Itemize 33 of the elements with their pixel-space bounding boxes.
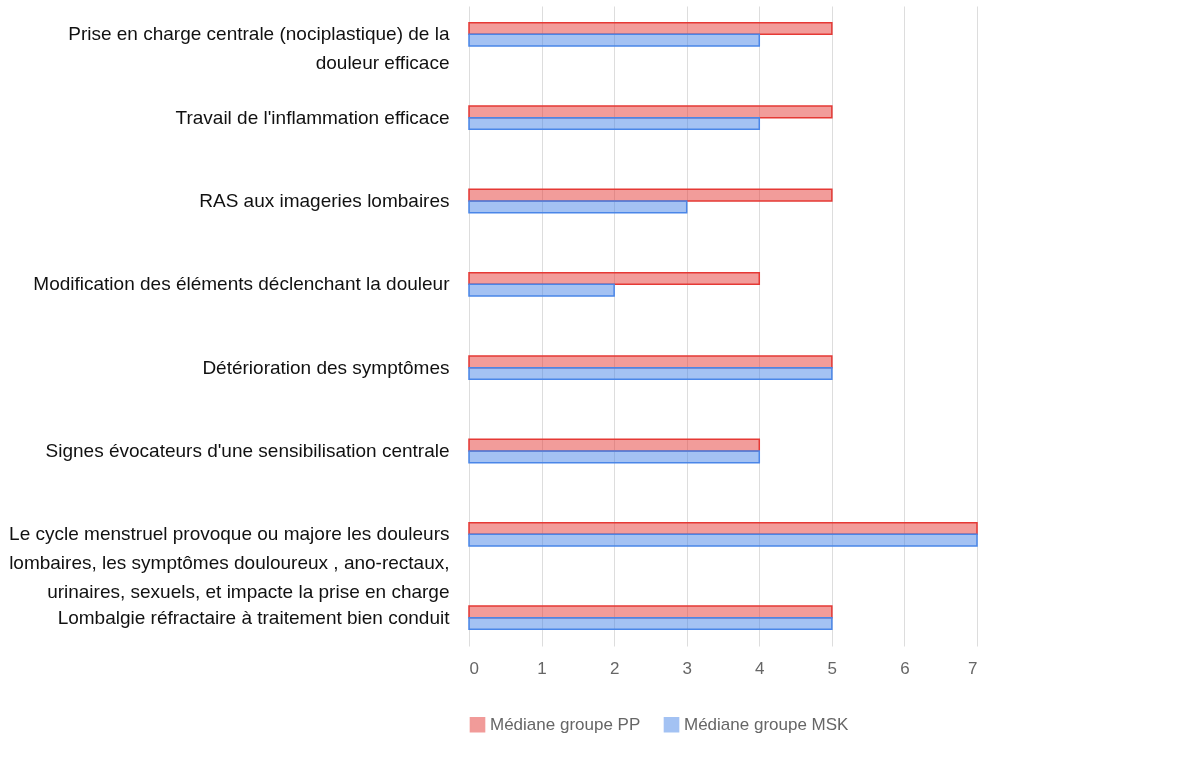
x-tick-label: 7 bbox=[968, 658, 978, 678]
bar bbox=[468, 283, 615, 297]
y-tick-label: Le cycle menstruel provoque ou majore les douleurs lombaires, les symptômes douloureux , ano-rectaux, urinaires, sexuels, et impacte la prise en charge bbox=[9, 523, 450, 603]
bar bbox=[468, 200, 688, 214]
bar bbox=[468, 105, 833, 119]
x-tick-label: 4 bbox=[755, 658, 765, 678]
x-tick-label: 3 bbox=[682, 658, 692, 678]
y-tick-label: Lombalgie réfractaire à traitement bien conduit bbox=[57, 606, 451, 628]
bar bbox=[468, 616, 833, 631]
bar bbox=[468, 271, 761, 286]
y-tick-label: Prise en charge centrale (nociplastique) de la douleur efficace bbox=[68, 23, 450, 74]
y-tick-label: Modification des éléments déclenchant la douleur bbox=[33, 273, 451, 295]
y-tick-label: RAS aux imageries lombaires bbox=[199, 190, 450, 211]
bar bbox=[468, 116, 761, 131]
y-tick-label: Travail de l'inflammation efficace bbox=[175, 106, 450, 128]
bar bbox=[468, 533, 978, 547]
y-tick-label: Signes évocateurs d'une sensibilisation centrale bbox=[45, 440, 450, 461]
x-tick-label: 5 bbox=[827, 658, 838, 678]
bar bbox=[468, 450, 761, 464]
bar bbox=[468, 188, 833, 202]
x-tick-label: 1 bbox=[537, 658, 547, 678]
y-tick-label: Détérioration des symptômes bbox=[202, 356, 450, 378]
bar bbox=[468, 355, 833, 369]
bar bbox=[468, 366, 833, 381]
bar bbox=[468, 21, 833, 36]
x-tick-label: 0 bbox=[469, 658, 479, 678]
bar bbox=[468, 33, 761, 47]
x-tick-label: 2 bbox=[609, 658, 620, 678]
bar bbox=[468, 605, 833, 619]
legend-label: Médiane groupe MSK bbox=[684, 714, 850, 734]
bar bbox=[468, 521, 978, 536]
x-tick-label: 6 bbox=[900, 658, 910, 678]
legend-label: Médiane groupe PP bbox=[490, 714, 641, 734]
